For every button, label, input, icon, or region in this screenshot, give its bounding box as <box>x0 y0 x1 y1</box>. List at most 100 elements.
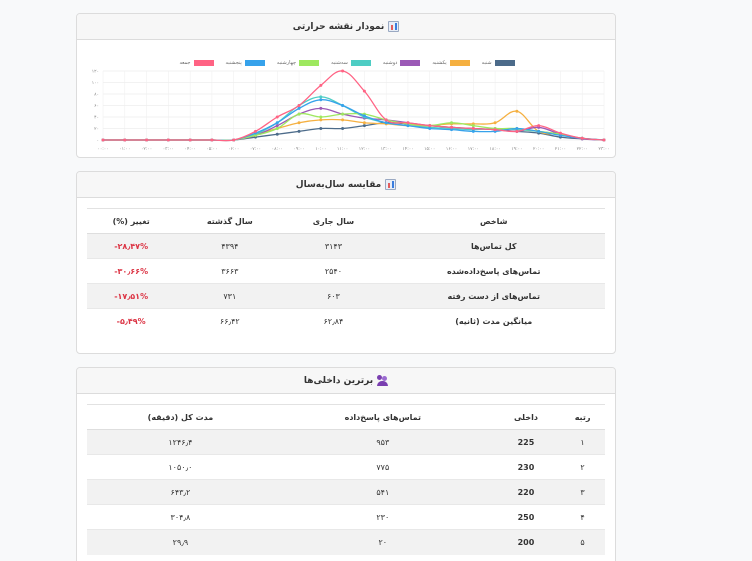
data-point <box>297 129 301 133</box>
table-cell: ۴ <box>560 504 605 530</box>
table-row: ۱ 225 ۹۵۳ ۱۲۴۶٫۴ <box>87 429 605 455</box>
data-point <box>297 112 301 116</box>
x-tick-label: ۱۹:۰۰ <box>511 147 522 152</box>
table-cell: ۶۴۳٫۲ <box>87 479 274 505</box>
heatmap-card: نمودار نقشه حرارتی شنبه یکشنبه دوشنبه سه‌شن… <box>76 13 616 158</box>
table-row: میانگین مدت (ثانیه) ۶۲٫۸۴ ۶۶٫۴۲ ۵٫۴۹%- <box>87 308 605 334</box>
data-point <box>515 127 519 130</box>
data-point <box>362 114 366 118</box>
x-tick-label: ۰۶:۰۰ <box>228 147 239 152</box>
data-point <box>101 138 105 142</box>
y-tick-label: ۲۰ <box>94 127 99 132</box>
table-cell: 230 <box>491 454 561 480</box>
x-tick-label: ۰۱:۰۰ <box>119 147 130 152</box>
table-cell: ۲۳۰ <box>273 504 492 530</box>
internals-card-header: برترین داخلی‌ها <box>77 368 615 394</box>
data-point <box>166 138 170 142</box>
table-row: تماس‌های پاسخ‌داده‌شده ۲۵۴۰ ۳۶۶۳ ۳۰٫۶۶%- <box>87 258 605 284</box>
data-point <box>515 129 519 133</box>
legend-item[interactable]: یکشنبه <box>432 60 470 66</box>
table-cell: ۷۷۵ <box>273 454 492 480</box>
legend-item[interactable]: سه‌شنبه <box>331 60 371 66</box>
legend-item[interactable]: دوشنبه <box>383 60 421 66</box>
data-point <box>493 121 497 125</box>
x-tick-label: ۱۶:۰۰ <box>446 147 457 152</box>
column-header: تماس‌های پاسخ‌داده <box>273 404 492 430</box>
y-tick-label: ۱۰۰ <box>92 81 99 86</box>
x-tick-label: ۰۰:۰۰ <box>97 147 108 152</box>
column-header: مدت کل (دقیقه) <box>87 404 274 430</box>
data-point <box>471 124 475 128</box>
table-cell: ۷۳۱ <box>175 283 285 309</box>
x-tick-label: ۲۰:۰۰ <box>533 147 544 152</box>
table-cell: ۲ <box>560 454 605 480</box>
x-tick-label: ۲۱:۰۰ <box>555 147 566 152</box>
column-header: شاخص <box>382 208 605 234</box>
legend-label: جمعه <box>179 60 191 66</box>
table-cell: ۶۶٫۴۲ <box>175 308 285 334</box>
legend-label: یکشنبه <box>432 60 447 66</box>
data-point <box>406 121 410 125</box>
y-tick-label: ۸۰ <box>94 93 99 98</box>
chart-legend: شنبه یکشنبه دوشنبه سه‌شنبه چهارشنبه پنجشنبه جم… <box>77 60 615 66</box>
table-row: ۵ 200 ۲۰ ۲۹٫۹ <box>87 529 605 555</box>
data-point <box>384 118 388 122</box>
column-header: رتبه <box>560 404 605 430</box>
legend-label: سه‌شنبه <box>331 60 348 66</box>
x-tick-label: ۱۱:۰۰ <box>337 147 348 152</box>
data-point <box>558 133 562 137</box>
comparison-card-header: مقایسه سال‌به‌سال <box>77 172 615 198</box>
table-cell: ۳۱۴۳ <box>284 233 383 259</box>
table-cell: کل تماس‌ها <box>382 233 605 259</box>
legend-item[interactable]: جمعه <box>179 60 214 66</box>
legend-item[interactable]: شنبه <box>482 60 515 66</box>
table-cell: میانگین مدت (ثانیه) <box>382 308 605 334</box>
legend-swatch <box>350 60 371 66</box>
line-chart: ۰ ۲۰ ۴۰ ۶۰ ۸۰ ۱۰۰ ۱۲۰ ۰۰:۰۰ ۰۱:۰۰ ۰۲:۰۰ ۰۳:۰۰ ۰۴:۰۰… <box>92 69 610 152</box>
y-tick-label: ۱۲۰ <box>92 70 99 75</box>
table-cell: ۳ <box>560 479 605 505</box>
table-cell: ۶۲٫۸۴ <box>284 308 383 334</box>
data-point <box>297 106 301 110</box>
data-point <box>341 112 345 116</box>
internals-card-title: برترین داخلی‌ها <box>303 375 374 386</box>
legend-swatch <box>494 60 515 66</box>
data-point <box>471 129 475 133</box>
table-cell: ۱۰۵۰٫۰ <box>87 454 274 480</box>
data-point <box>275 127 279 130</box>
legend-item[interactable]: چهارشنبه <box>276 60 320 66</box>
data-point <box>145 138 149 142</box>
legend-label: شنبه <box>481 60 492 66</box>
x-tick-label: ۱۳:۰۰ <box>381 146 392 152</box>
table-cell: ۵۴۱ <box>273 479 492 505</box>
data-point <box>602 138 606 142</box>
legend-item[interactable]: پنجشنبه <box>226 60 265 66</box>
data-point <box>188 138 192 142</box>
table-cell: تماس‌های پاسخ‌داده‌شده <box>382 258 605 284</box>
series-line <box>103 70 605 142</box>
x-tick-label: ۱۸:۰۰ <box>489 147 500 152</box>
column-header: داخلی <box>491 404 561 430</box>
table-cell: 220 <box>491 479 561 505</box>
column-header: تغییر (%) <box>87 208 176 234</box>
data-point <box>558 131 562 135</box>
column-header: سال جاری <box>284 208 383 234</box>
data-point <box>297 104 301 107</box>
data-point <box>362 89 366 93</box>
comparison-card: مقایسه سال‌به‌سال شاخص سال جاری سال گذشت… <box>76 171 616 354</box>
y-tick-label: ۶۰ <box>94 104 99 109</box>
data-point <box>580 136 584 140</box>
comparison-table: شاخص سال جاری سال گذشته تغییر (%) کل تما… <box>87 208 605 334</box>
x-tick-label: ۱۲:۰۰ <box>359 147 370 152</box>
data-point <box>319 118 323 122</box>
data-point <box>319 106 323 110</box>
series-line <box>103 99 605 142</box>
data-point <box>232 138 236 142</box>
data-point <box>362 121 366 125</box>
table-cell: ۲۵۴۰ <box>284 258 383 284</box>
table-row: ۲ 230 ۷۷۵ ۱۰۵۰٫۰ <box>87 454 605 480</box>
legend-label: چهارشنبه <box>276 60 297 66</box>
internals-card: برترین داخلی‌ها رتبه داخلی تماس‌های پاسخ… <box>76 367 616 561</box>
legend-swatch <box>244 60 265 66</box>
table-cell: تماس‌های از دست رفته <box>382 283 605 309</box>
